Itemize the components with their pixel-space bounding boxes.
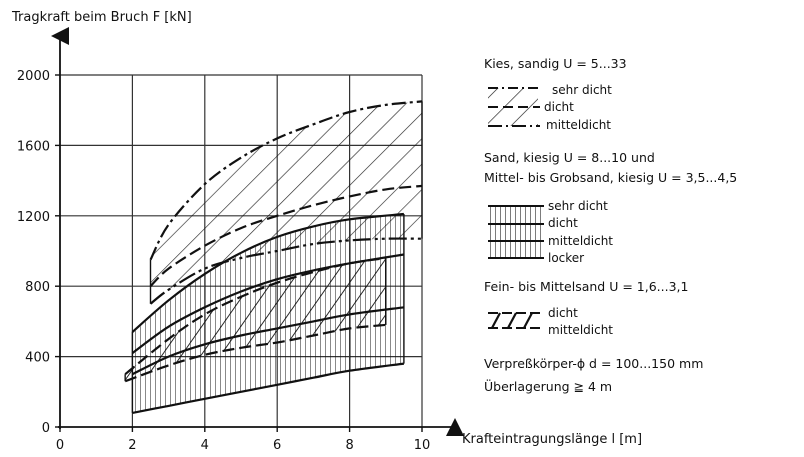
y-tick-label-4: 1600 [17, 139, 50, 154]
band-area-0 [150, 101, 422, 304]
legend-group2-item-2: dicht [548, 216, 578, 230]
legend-swatch-sand [488, 205, 544, 259]
legend-group3-item-2: mitteldicht [548, 323, 614, 337]
y-tick-label-1: 400 [25, 351, 50, 366]
y-tick-label-2: 800 [25, 280, 50, 295]
x-axis-label: Krafteintragungslänge l [m] [462, 432, 643, 447]
series-line-2 [149, 237, 423, 305]
legend-swatches [488, 87, 544, 329]
series-line-7 [124, 256, 386, 376]
legend-group3-item-1: dicht [548, 306, 578, 320]
y-tick-label-0: 0 [42, 421, 50, 436]
axis-layer [51, 27, 464, 436]
legend-group1-item-3: mitteldicht [546, 118, 612, 132]
y-tick-label-5: 2000 [17, 69, 50, 84]
x-tick-label-4: 8 [345, 438, 353, 453]
band-area-2 [125, 258, 386, 382]
x-tick-label-1: 2 [128, 438, 136, 453]
x-tick-label-5: 10 [414, 438, 431, 453]
legend-group1-item-1: sehr dicht [552, 83, 612, 97]
series-line-3 [131, 212, 405, 333]
legend-group2-title-line1: Sand, kiesig U = 8...10 und [484, 150, 655, 165]
band-layer [124, 101, 423, 413]
tick-layer: 0 2 4 6 8 10 0 400 800 1200 1600 2000 [17, 69, 430, 453]
legend-group2-item-4: locker [548, 251, 585, 265]
x-tick-label-2: 4 [201, 438, 209, 453]
line-layer [124, 100, 423, 414]
series-line-6 [132, 362, 405, 414]
x-tick-label-0: 0 [56, 438, 64, 453]
legend-swatch-feinsand [488, 312, 540, 329]
legend-note-overburden: Überlagerung ≧ 4 m [484, 379, 613, 394]
series-line-5 [131, 306, 405, 376]
series-line-4 [131, 253, 405, 354]
series-line-8 [124, 323, 386, 383]
legend-group2-title-line2: Mittel- bis Grobsand, kiesig U = 3,5...4… [484, 170, 738, 185]
legend-group1-item-2: dicht [544, 100, 574, 114]
legend-note-grout-diameter: Verpreßkörper-ϕ d = 100...150 mm [484, 356, 704, 371]
legend-group1-title: Kies, sandig U = 5...33 [484, 56, 627, 71]
x-tick-label-3: 6 [273, 438, 281, 453]
legend-swatch-kies [488, 87, 540, 127]
series-line-1 [149, 184, 423, 287]
y-axis-label: Tragkraft beim Bruch F [kN] [12, 10, 192, 25]
legend-group3-title: Fein- bis Mittelsand U = 1,6...3,1 [484, 279, 689, 294]
series-line-0 [149, 100, 423, 261]
legend-group2-item-1: sehr dicht [548, 199, 608, 213]
legend-group2-item-3: mitteldicht [548, 234, 614, 248]
y-tick-label-3: 1200 [17, 210, 50, 225]
